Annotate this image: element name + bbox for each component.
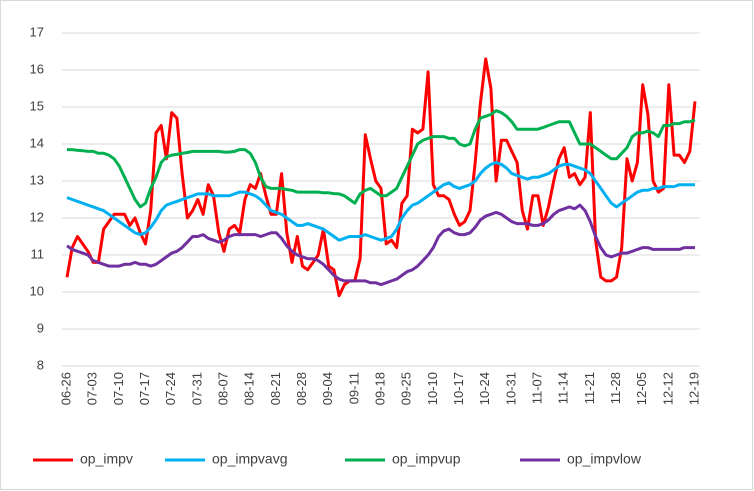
y-tick-label: 11 bbox=[31, 246, 45, 261]
line-series bbox=[66, 203, 695, 287]
line-series bbox=[65, 57, 697, 298]
y-tick-label: 17 bbox=[30, 24, 44, 39]
x-tick-label: 11-21 bbox=[582, 372, 597, 404]
x-tick-label: 10-31 bbox=[503, 372, 518, 405]
y-tick-label: 13 bbox=[30, 172, 44, 187]
x-tick-label: 09-04 bbox=[320, 372, 335, 405]
x-tick-label: 11-28 bbox=[608, 372, 623, 404]
x-tick-label: 10-10 bbox=[425, 372, 440, 405]
legend-label: op_impvup bbox=[392, 451, 461, 467]
y-tick-label: 8 bbox=[37, 357, 44, 372]
x-tick-label: 11-14 bbox=[556, 372, 571, 404]
legend-label: op_impvlow bbox=[567, 451, 642, 467]
x-tick-label: 10-24 bbox=[477, 372, 492, 405]
x-tick-label: 09-25 bbox=[399, 372, 414, 405]
legend-label: op_impv bbox=[80, 451, 133, 467]
x-tick-label: 08-28 bbox=[294, 372, 309, 405]
y-tick-label: 10 bbox=[30, 283, 44, 298]
y-tick-label: 16 bbox=[30, 61, 44, 76]
y-tick-label: 12 bbox=[30, 209, 44, 224]
x-tick-label: 08-14 bbox=[242, 372, 257, 405]
x-tick-label: 12-12 bbox=[660, 372, 675, 405]
x-tick-label: 12-05 bbox=[634, 372, 649, 405]
x-tick-label: 07-31 bbox=[189, 372, 204, 405]
x-tick-label: 07-24 bbox=[163, 372, 178, 405]
y-tick-label: 14 bbox=[30, 135, 44, 150]
line-series bbox=[66, 161, 695, 242]
x-tick-label: 12-19 bbox=[686, 372, 701, 405]
x-tick-label: 07-10 bbox=[111, 372, 126, 405]
line-series bbox=[67, 109, 696, 209]
x-tick-label: 07-17 bbox=[137, 372, 152, 405]
legend-label: op_impvavg bbox=[212, 451, 288, 467]
x-tick-label: 10-17 bbox=[451, 372, 466, 405]
y-tick-label: 9 bbox=[37, 320, 44, 335]
x-tick-label: 11-07 bbox=[529, 372, 544, 404]
x-tick-label: 09-18 bbox=[372, 372, 387, 405]
x-tick-label: 09-11 bbox=[346, 372, 361, 404]
x-tick-label: 07-03 bbox=[85, 372, 100, 405]
y-tick-label: 15 bbox=[30, 98, 44, 113]
x-tick-label: 06-26 bbox=[58, 372, 73, 405]
x-tick-label: 08-07 bbox=[215, 372, 230, 405]
x-tick-label: 08-21 bbox=[268, 372, 283, 405]
